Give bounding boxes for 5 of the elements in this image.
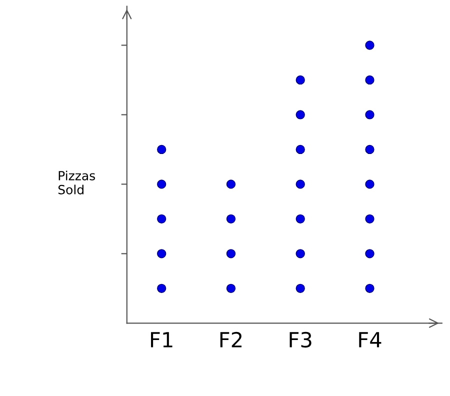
x-tick-label: F3 [290,332,312,348]
x-tick-label: F4 [359,332,382,348]
y-axis-title: Pizzas Sold [58,170,96,194]
x-tick-label: F2 [220,332,242,348]
x-tick-label: F1 [151,332,172,348]
